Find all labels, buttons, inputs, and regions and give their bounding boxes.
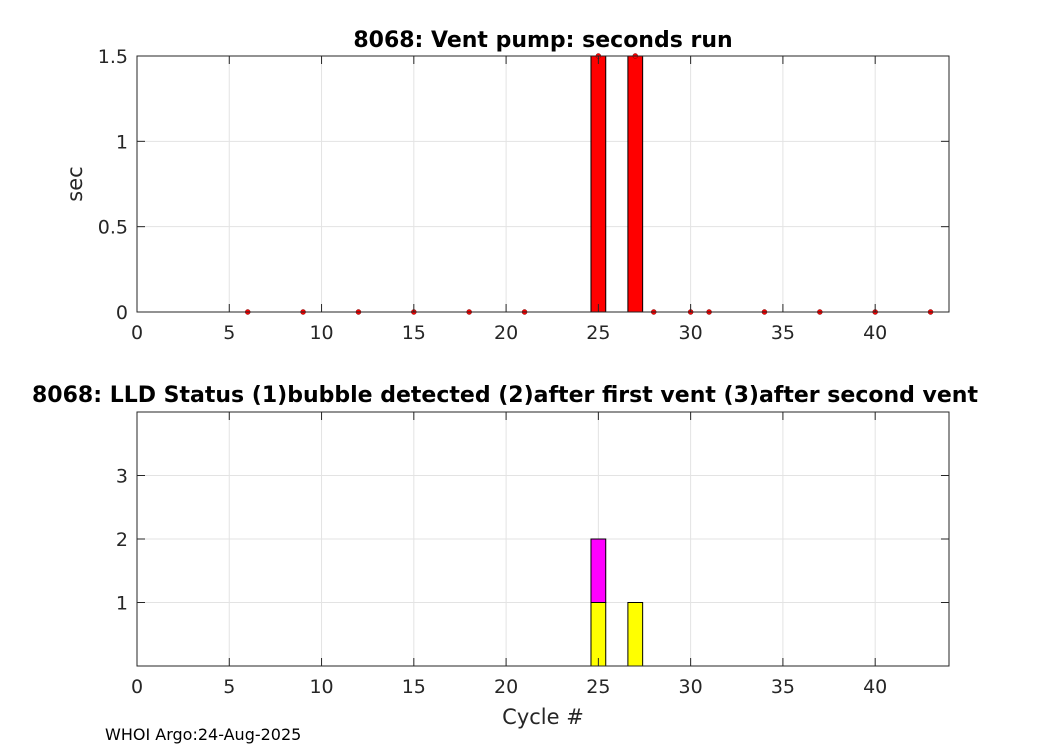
plot-area bbox=[137, 56, 949, 312]
y-tick-label: 1 bbox=[116, 131, 128, 153]
axes-box bbox=[136, 55, 950, 313]
x-axis-label: Cycle # bbox=[502, 705, 584, 729]
x-tick-label: 30 bbox=[679, 676, 703, 698]
y-tick-label: 2 bbox=[116, 529, 128, 551]
x-tick-label: 20 bbox=[494, 322, 518, 344]
y-axis-label: sec bbox=[63, 166, 87, 201]
y-tick-label: 1.5 bbox=[98, 46, 128, 68]
x-tick-label: 10 bbox=[309, 676, 333, 698]
y-tick-label: 0 bbox=[116, 302, 128, 324]
y-ticks: 0 0.5 1 1.5 bbox=[98, 46, 949, 324]
x-tick-label: 5 bbox=[223, 676, 235, 698]
lld-status-chart: 0 5 10 15 20 25 30 35 40 1 2 3 8068: LLD Status (1… bbox=[32, 383, 978, 729]
bar bbox=[590, 55, 607, 313]
stacked-bar-segment bbox=[590, 538, 607, 603]
y-tick-label: 1 bbox=[116, 593, 128, 615]
x-tick-label: 15 bbox=[402, 322, 426, 344]
y-ticks: 1 2 3 bbox=[116, 466, 949, 615]
y-tick-label: 3 bbox=[116, 466, 128, 488]
marks bbox=[590, 538, 644, 667]
footer-credit: WHOI Argo:24-Aug-2025 bbox=[105, 725, 302, 744]
x-tick-label: 40 bbox=[863, 676, 887, 698]
x-ticks: 0 5 10 15 20 25 30 35 40 bbox=[131, 56, 887, 344]
x-tick-label: 25 bbox=[586, 322, 610, 344]
x-tick-label: 20 bbox=[494, 676, 518, 698]
chart-title: 8068: LLD Status (1)bubble detected (2)a… bbox=[32, 383, 978, 408]
x-ticks: 0 5 10 15 20 25 30 35 40 bbox=[131, 412, 887, 698]
x-tick-label: 15 bbox=[402, 676, 426, 698]
x-tick-label: 40 bbox=[863, 322, 887, 344]
stacked-bar-segment bbox=[590, 602, 607, 667]
x-tick-label: 10 bbox=[309, 322, 333, 344]
x-tick-label: 0 bbox=[131, 676, 143, 698]
grid bbox=[137, 412, 949, 666]
x-tick-label: 30 bbox=[679, 322, 703, 344]
x-tick-label: 35 bbox=[771, 322, 795, 344]
x-tick-label: 5 bbox=[223, 322, 235, 344]
x-tick-label: 0 bbox=[131, 322, 143, 344]
stacked-bar-segment bbox=[627, 602, 644, 667]
bar bbox=[627, 55, 644, 313]
x-tick-label: 25 bbox=[586, 676, 610, 698]
x-tick-label: 35 bbox=[771, 676, 795, 698]
y-tick-label: 0.5 bbox=[98, 217, 128, 239]
chart-title: 8068: Vent pump: seconds run bbox=[353, 28, 732, 53]
vent-pump-chart: 0 5 10 15 20 25 30 35 40 0 0.5 1 1.5 8068: Vent pum… bbox=[63, 28, 950, 344]
